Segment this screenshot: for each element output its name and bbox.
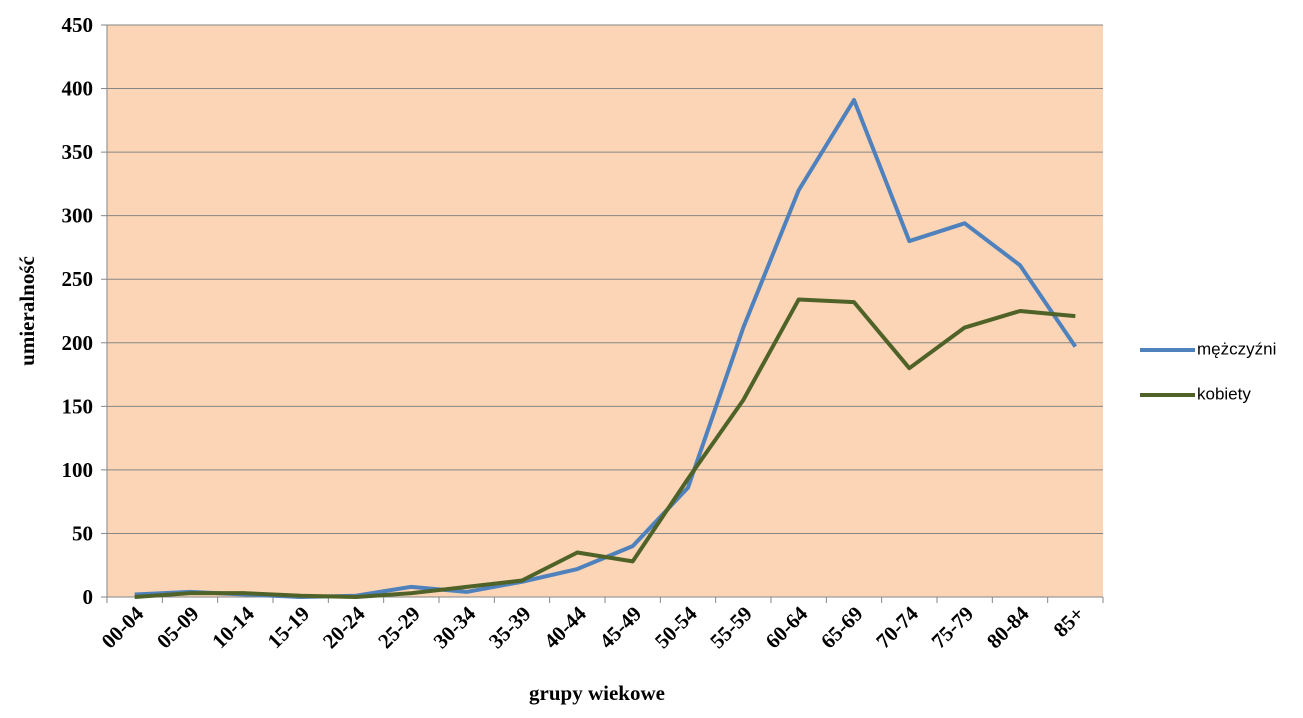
legend-label: kobiety bbox=[1197, 384, 1251, 403]
y-tick-label: 350 bbox=[62, 140, 94, 164]
x-tick-label: 80-84 bbox=[982, 601, 1034, 653]
x-tick-label: 30-34 bbox=[429, 601, 481, 653]
line-series bbox=[134, 297, 1076, 599]
y-tick-label: 50 bbox=[72, 521, 93, 545]
x-tick-label: 85+ bbox=[1049, 602, 1089, 642]
y-tick-label: 450 bbox=[62, 13, 94, 37]
x-tick-label: 55-59 bbox=[705, 602, 757, 654]
x-tick-label: 50-54 bbox=[650, 601, 702, 653]
x-tick-label: 45-49 bbox=[595, 602, 647, 654]
x-tick-label: 35-39 bbox=[484, 602, 536, 654]
x-tick-label: 00-04 bbox=[97, 601, 149, 653]
x-tick-label: 75-79 bbox=[927, 602, 979, 654]
y-tick-label: 0 bbox=[83, 585, 94, 609]
x-tick-label: 15-19 bbox=[263, 602, 315, 654]
x-tick-label: 65-69 bbox=[816, 602, 868, 654]
x-tick-label: 70-74 bbox=[871, 601, 923, 653]
x-tick-label: 60-64 bbox=[761, 601, 813, 653]
x-tick-label: 25-29 bbox=[373, 602, 425, 654]
legend-label: mężczyźni bbox=[1197, 339, 1276, 358]
x-tick-label: 05-09 bbox=[152, 602, 204, 654]
x-tick-label: 40-44 bbox=[539, 601, 591, 653]
y-tick-label: 400 bbox=[62, 77, 94, 101]
x-axis-label: grupy wiekowe bbox=[529, 681, 665, 705]
x-tick-label: 10-14 bbox=[207, 601, 259, 653]
y-tick-label: 100 bbox=[62, 458, 94, 482]
plot-area bbox=[107, 25, 1103, 597]
y-tick-label: 300 bbox=[62, 204, 94, 228]
y-tick-label: 150 bbox=[62, 394, 94, 418]
y-tick-label: 250 bbox=[62, 267, 94, 291]
y-tick-label: 200 bbox=[62, 331, 94, 355]
y-axis-label: umieralność bbox=[15, 256, 39, 366]
x-tick-label: 20-24 bbox=[318, 601, 370, 653]
